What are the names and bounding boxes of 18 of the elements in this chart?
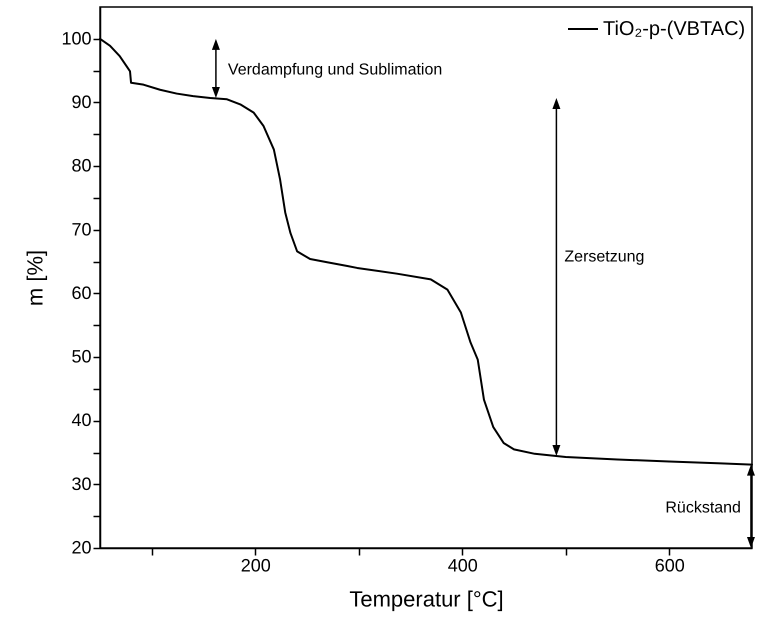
annotation: Verdampfung und Sublimation	[228, 61, 442, 78]
y-tick-label: 80	[71, 156, 92, 176]
y-tick-label: 70	[71, 219, 92, 240]
y-tick-label: 40	[71, 410, 92, 430]
y-axis-title: m [%]	[22, 250, 48, 306]
y-tick-label: 50	[71, 346, 92, 367]
y-tick-label: 60	[71, 282, 92, 303]
x-axis-title: Temperatur [°C]	[349, 586, 504, 612]
y-tick-label: 30	[71, 474, 92, 494]
x-tick-label: 400	[448, 556, 478, 576]
x-tick-label: 600	[654, 556, 685, 576]
annotation: Rückstand	[665, 499, 741, 516]
legend-label: TiO₂-p-(VBTAC)	[603, 18, 746, 40]
y-tick-label: 20	[71, 538, 92, 558]
y-tick-label: 90	[71, 92, 92, 112]
annotation: Zersetzung	[564, 248, 644, 266]
y-tick-label: 100	[61, 28, 92, 48]
x-tick-label: 200	[240, 556, 271, 576]
